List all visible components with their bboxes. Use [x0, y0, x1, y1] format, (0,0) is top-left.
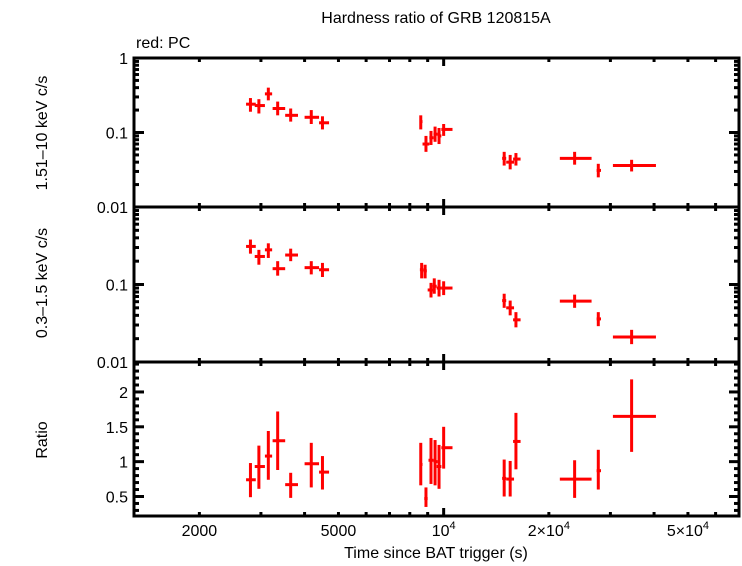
data-point	[513, 412, 521, 470]
data-point	[506, 300, 515, 316]
data-point	[513, 312, 521, 328]
panel-ratio: 2 1.5 1 0.5	[106, 360, 741, 518]
data-point	[559, 151, 592, 165]
data-point	[513, 153, 521, 166]
data-point	[502, 293, 507, 308]
data-point	[502, 151, 507, 166]
x-tick-label-text: 2×10	[528, 523, 564, 540]
data-point	[272, 101, 286, 116]
data-point	[304, 442, 320, 488]
data-point	[612, 159, 656, 172]
data-point	[441, 124, 453, 136]
y-tick-label: 1	[119, 51, 128, 68]
panel-soft: 0.1 0.01	[97, 205, 741, 372]
data-point	[319, 116, 330, 130]
data-point	[596, 312, 602, 327]
panel-hard: 1 0.1 0.01	[97, 51, 741, 217]
legend-note: red: PC	[136, 35, 190, 52]
data-point	[419, 115, 423, 130]
data-point	[246, 463, 256, 498]
data-point	[319, 456, 330, 490]
data-point	[437, 127, 442, 145]
y-tick-label: 1	[119, 455, 128, 472]
x-tick-label: 2000	[182, 523, 218, 540]
data-point	[254, 445, 265, 489]
data-point	[246, 239, 256, 254]
x-tick-label-exponent: 4	[564, 520, 570, 532]
x-tick-label: 5000	[321, 523, 357, 540]
data-point	[424, 487, 428, 507]
data-point	[433, 126, 438, 142]
y-tick-label: 2	[119, 385, 128, 402]
data-point	[264, 430, 273, 480]
data-point	[559, 294, 592, 308]
y-tick-label: 0.5	[106, 489, 128, 506]
data-point	[419, 442, 423, 486]
x-tick-label-text: 5000	[321, 523, 357, 540]
x-tick-label-text: 10	[432, 523, 450, 540]
data-point	[419, 262, 424, 279]
y-tick-label: 0.01	[97, 200, 128, 217]
x-tick-label: 104	[432, 520, 456, 540]
data-point	[422, 135, 430, 152]
data-point	[428, 437, 434, 484]
data-point	[596, 449, 602, 490]
data-point	[285, 248, 298, 262]
y-tick-label: 0.01	[97, 355, 128, 372]
data-point	[285, 472, 298, 498]
x-tick-label-exponent: 4	[703, 520, 709, 532]
data-point	[502, 459, 507, 497]
data-point	[264, 243, 273, 258]
data-point	[433, 440, 438, 486]
data-point	[612, 329, 656, 345]
y-axis-label-ratio: Ratio	[34, 421, 51, 458]
chart-title: Hardness ratio of GRB 120815A	[321, 10, 551, 27]
data-point	[272, 261, 286, 276]
data-point	[304, 110, 320, 125]
data-point	[436, 279, 442, 297]
data-point	[319, 262, 330, 277]
data-point	[612, 379, 656, 452]
data-point	[272, 411, 286, 471]
data-point	[254, 99, 265, 114]
data-point	[436, 444, 442, 489]
y-tick-label: 1.5	[106, 420, 128, 437]
data-point	[506, 154, 515, 170]
data-point	[264, 87, 273, 101]
y-tick-label: 0.1	[106, 278, 128, 295]
data-point	[246, 98, 256, 112]
x-tick-label-exponent: 4	[449, 520, 455, 532]
data-point	[254, 249, 265, 265]
data-point	[441, 281, 453, 296]
data-point	[596, 163, 602, 178]
data-point	[432, 278, 437, 294]
data-point	[506, 460, 515, 497]
y-axis-label-soft: 0.3–1.5 keV c/s	[34, 228, 51, 338]
data-point	[559, 460, 592, 498]
x-tick-label: 5×104	[667, 520, 709, 540]
x-tick-label-text: 2000	[182, 523, 218, 540]
x-tick-label: 2×104	[528, 520, 570, 540]
data-point	[441, 426, 453, 469]
x-axis-label: Time since BAT trigger (s)	[344, 545, 528, 562]
data-point	[423, 264, 427, 279]
data-point	[304, 261, 320, 275]
data-point	[285, 108, 298, 122]
y-tick-label: 0.1	[106, 126, 128, 143]
data-point	[427, 282, 434, 298]
data-point	[429, 130, 434, 145]
panel-frame-soft	[132, 205, 741, 364]
y-axis-label-hard: 1.51–10 keV c/s	[34, 76, 51, 191]
panel-frame-ratio	[132, 360, 741, 518]
x-tick-label-text: 5×10	[667, 523, 703, 540]
